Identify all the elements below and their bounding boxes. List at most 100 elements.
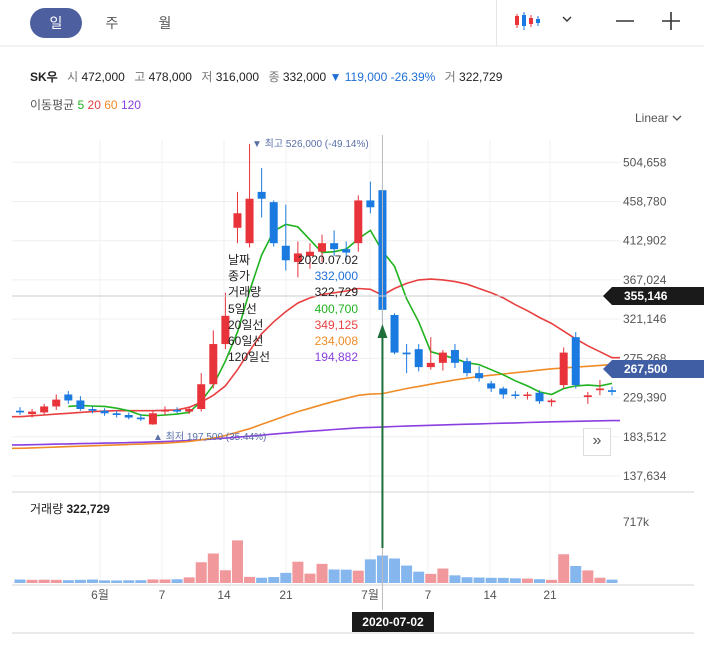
candlestick-icon[interactable] [514,10,542,32]
plus-icon[interactable] [657,6,685,36]
ma-legend: 이동평균 5 20 60 120 [30,96,141,113]
tooltip-row: 20일선 349,125 [228,317,358,333]
scroll-right-button[interactable]: » [583,428,611,456]
candle-body [173,409,182,412]
volume-panel-title: 거래량 [30,502,64,516]
candle-body [318,243,327,252]
y-axis-label: 137,634 [623,469,667,483]
candle-body [463,361,472,374]
volume-bar [50,579,62,583]
tab-monthly[interactable]: 월 [158,15,172,31]
tooltip-row: 종가 332,000 [228,268,358,284]
volume-bar [316,563,328,583]
ma5-line [68,223,613,417]
candle-body [342,249,351,253]
candle-body [305,251,314,256]
chevron-down-icon[interactable] [562,12,572,26]
volume-bar [546,579,558,583]
volume-bar [521,578,533,583]
ma60-line [12,363,620,450]
volume-bar [558,554,570,583]
volume-label: 거 [444,70,456,84]
y-axis-label: 458,780 [623,194,667,208]
candle-body [52,399,61,407]
tab-daily[interactable]: 일 [30,8,82,38]
x-axis-label: 7 [425,588,432,602]
ma-legend-20: 20 [87,98,101,112]
candle-body [475,373,484,379]
volume-bar [195,562,207,583]
candle-body [571,337,580,386]
tooltip-row: 60일선 234,008 [228,333,358,349]
candle-body [535,392,544,402]
volume-bar [147,579,159,583]
candle-body [511,394,520,396]
volume-bar [135,580,147,583]
ma-legend-120: 120 [120,98,141,112]
double-chevron-right-icon: » [592,432,602,449]
tooltip-value: 322,729 [314,285,358,300]
tooltip-value: 332,000 [314,269,358,284]
volume-bar [26,579,38,583]
volume-axis-label: 717k [623,515,650,529]
high-label: 고 [134,70,146,84]
candle-body [523,394,532,396]
volume-bar [268,577,280,583]
volume-bar [183,577,195,583]
x-axis-label: 7월 [361,588,379,602]
volume-bar [304,573,316,583]
volume-bar [352,570,364,583]
volume-bar [219,570,231,583]
volume-bar [14,579,26,583]
candle-body [233,213,242,228]
candle-body [390,314,399,353]
volume-panel-label: 거래량 322,729 [30,500,110,517]
close-value: 332,000 [282,70,327,84]
min-price-marker: ▲ 최저 197,500 (35.44%) [153,431,266,443]
tab-weekly[interactable]: 주 [105,15,119,31]
volume-panel-value: 322,729 [66,502,110,516]
volume-bar [99,580,111,583]
scale-mode-selector[interactable]: Linear [635,111,682,125]
candle-body [40,406,49,413]
candle-body [293,253,302,262]
candle-body [16,410,24,413]
minus-icon[interactable] [611,6,639,36]
volume-bar [280,572,292,583]
candle-body [209,344,218,385]
volume-bar [594,577,606,583]
tooltip-row: 120일선 194,882 [228,349,358,365]
y-axis-label: 504,658 [623,155,667,169]
stock-name: SK우 [30,70,58,84]
tooltip-value: 400,700 [314,301,358,316]
x-axis-label: 21 [279,588,293,602]
candle-body [257,191,266,199]
tooltip-key: 날짜 [228,253,251,267]
volume-bar [497,577,509,583]
candle-body [450,350,459,363]
candle-body [197,384,206,410]
volume-bar [437,568,449,583]
tooltip-key: 5일선 [228,301,257,316]
ma120-line [12,419,620,446]
candle-body [28,411,37,415]
volume-bar [123,580,135,583]
volume-bar [582,570,594,583]
tooltip-value: 194,882 [314,350,358,365]
tooltip-key: 거래량 [228,285,262,300]
scale-mode-label: Linear [635,111,669,125]
candle-body [136,417,145,420]
volume-bar [111,580,123,583]
volume-bar [364,559,376,583]
candle-body [547,400,556,403]
tooltip-value: 349,125 [314,317,358,332]
volume-bar [86,579,98,583]
candle-body [221,315,230,345]
candle-body [559,352,568,386]
change-value: ▼ 119,000 -26.39% [329,70,436,84]
tooltip-row: 거래량 322,729 [228,284,358,300]
x-axis-label: 21 [543,588,557,602]
candle-body [160,409,169,412]
candle-body [608,390,616,392]
